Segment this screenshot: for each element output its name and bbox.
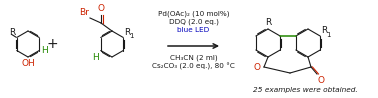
Text: R: R bbox=[9, 28, 16, 36]
Text: 1: 1 bbox=[326, 31, 331, 38]
Text: Cs₂CO₃ (2.0 eq.), 80 °C: Cs₂CO₃ (2.0 eq.), 80 °C bbox=[152, 62, 235, 70]
Text: O: O bbox=[254, 63, 261, 72]
Text: DDQ (2.0 eq.): DDQ (2.0 eq.) bbox=[169, 19, 218, 25]
Text: R: R bbox=[265, 18, 271, 27]
Text: CH₃CN (2 ml): CH₃CN (2 ml) bbox=[170, 55, 217, 61]
Text: Br: Br bbox=[79, 8, 89, 16]
Text: H: H bbox=[41, 45, 48, 54]
Text: R: R bbox=[124, 28, 130, 36]
Text: O: O bbox=[97, 4, 104, 13]
Text: OH: OH bbox=[21, 59, 35, 69]
Text: Pd(OAc)₂ (10 mol%): Pd(OAc)₂ (10 mol%) bbox=[158, 11, 229, 17]
Text: R: R bbox=[321, 26, 327, 35]
Text: 1: 1 bbox=[129, 33, 133, 39]
Text: 25 examples were obtained.: 25 examples were obtained. bbox=[253, 87, 357, 93]
Text: H: H bbox=[93, 53, 99, 62]
Text: O: O bbox=[318, 76, 325, 85]
Text: +: + bbox=[46, 37, 58, 51]
Text: blue LED: blue LED bbox=[177, 27, 210, 33]
